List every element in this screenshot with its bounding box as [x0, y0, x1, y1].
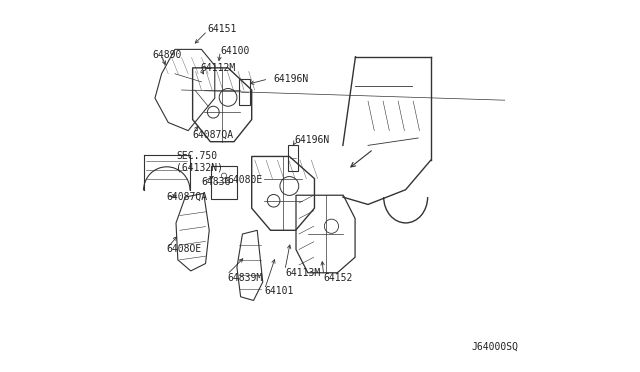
Text: 64113M: 64113M — [285, 268, 320, 278]
Text: 64890: 64890 — [152, 50, 181, 60]
Bar — [239, 79, 250, 105]
Bar — [211, 166, 237, 199]
Text: SEC.750
(64132N): SEC.750 (64132N) — [176, 151, 223, 173]
Text: 64101: 64101 — [264, 286, 294, 296]
Text: 64839M: 64839M — [227, 273, 262, 283]
Text: 64196N: 64196N — [274, 74, 309, 84]
Text: 64151: 64151 — [207, 24, 237, 34]
Text: 64087QA: 64087QA — [167, 192, 208, 202]
Text: 64100: 64100 — [220, 46, 250, 56]
Text: 64080E: 64080E — [227, 176, 262, 186]
Bar — [288, 145, 298, 171]
Text: 6408OE: 6408OE — [167, 244, 202, 254]
Text: 64112M: 64112M — [200, 63, 236, 73]
Text: 64087QA: 64087QA — [193, 129, 234, 139]
Text: J64000SQ: J64000SQ — [472, 341, 518, 352]
Text: 64152: 64152 — [324, 273, 353, 283]
Text: 64196N: 64196N — [294, 135, 330, 145]
Text: 64836: 64836 — [201, 177, 230, 187]
